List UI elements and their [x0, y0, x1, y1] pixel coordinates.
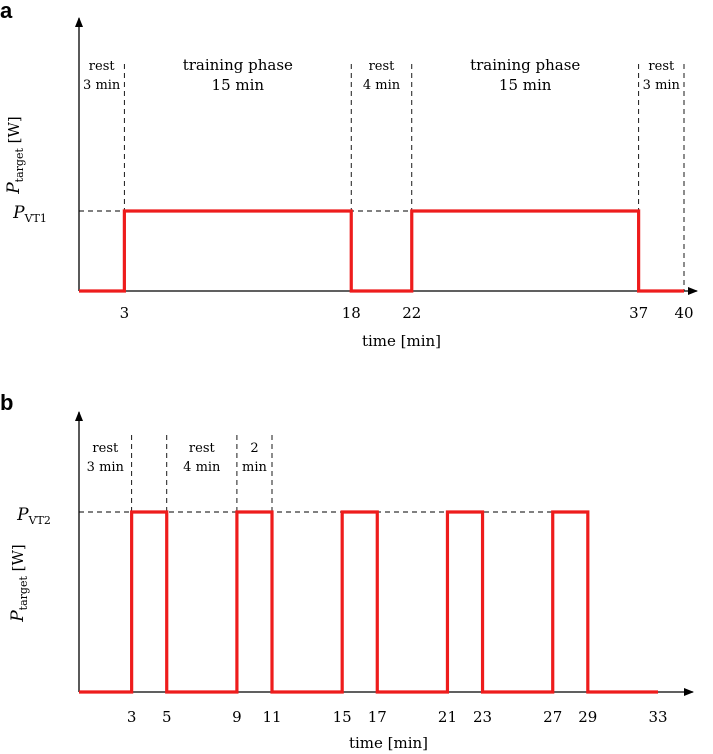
panel-b: b rest 3 min rest 4 min 2 min 3 5 9 11 15 17 21 23 27 29… — [0, 390, 694, 752]
y-axis-label: Ptarget [W] — [4, 116, 26, 195]
phase-label: 15 min — [212, 76, 265, 94]
x-axis-label: time [min] — [362, 332, 441, 350]
phase-label: training phase — [183, 56, 293, 74]
panel-letter: a — [0, 0, 13, 23]
signal-series-line — [79, 510, 658, 694]
x-tick-label: 3 — [127, 708, 137, 726]
x-tick-label: 27 — [543, 708, 562, 726]
phase-label: rest — [648, 59, 675, 74]
x-axis-label: time [min] — [349, 734, 428, 752]
signal-series-line — [79, 209, 684, 293]
x-tick-label: 18 — [342, 304, 361, 322]
phase-label: rest — [189, 441, 216, 456]
phase-label: 4 min — [183, 460, 221, 475]
phase-label: 3 min — [87, 460, 125, 475]
x-tick-label: 3 — [120, 304, 130, 322]
phase-label: 3 min — [83, 78, 121, 93]
x-tick-label: 11 — [262, 708, 281, 726]
phase-label: rest — [369, 59, 396, 74]
phase-label: 15 min — [499, 76, 552, 94]
panel-a: a rest 3 min training phase 15 min rest 4 min t… — [0, 0, 698, 350]
phase-label: rest — [89, 59, 116, 74]
x-tick-label: 9 — [232, 708, 242, 726]
panel-letter: b — [0, 390, 13, 415]
x-tick-label: 23 — [473, 708, 492, 726]
x-tick-label: 22 — [402, 304, 421, 322]
phase-label: min — [242, 460, 267, 475]
phase-label: 4 min — [363, 78, 401, 93]
x-tick-label: 5 — [162, 708, 172, 726]
x-tick-label: 33 — [648, 708, 667, 726]
phase-label: rest — [92, 441, 119, 456]
level-label: PVT1 — [12, 203, 47, 225]
x-tick-label: 37 — [629, 304, 648, 322]
x-tick-label: 17 — [368, 708, 387, 726]
phase-label: 2 — [250, 441, 258, 456]
x-tick-label: 40 — [674, 304, 693, 322]
x-tick-label: 15 — [333, 708, 352, 726]
y-axis-label: Ptarget [W] — [8, 544, 30, 623]
level-label: PVT2 — [16, 505, 51, 527]
phase-label: training phase — [470, 56, 580, 74]
x-tick-label: 21 — [438, 708, 457, 726]
phase-label: 3 min — [643, 78, 681, 93]
x-tick-label: 29 — [578, 708, 597, 726]
